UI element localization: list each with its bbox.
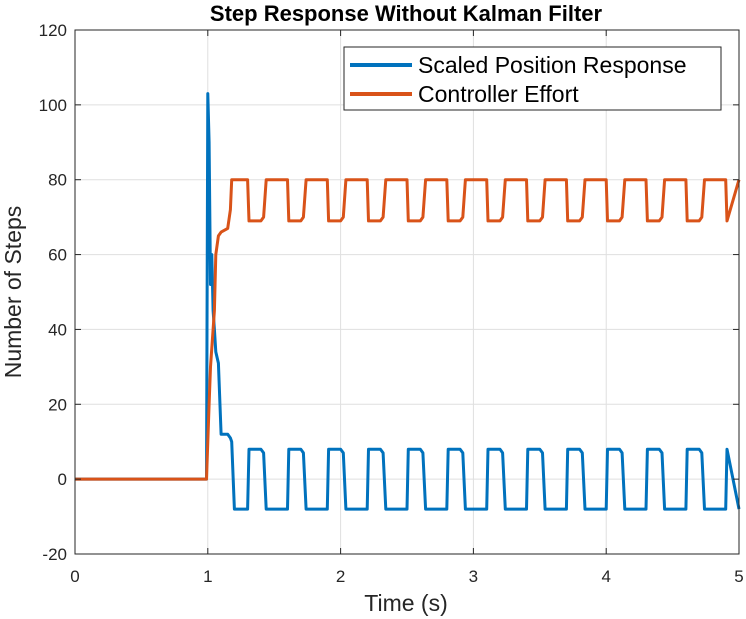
series-position-response-line xyxy=(75,92,741,511)
y-tick-label: 0 xyxy=(58,470,67,489)
y-tick-label: -20 xyxy=(42,545,67,564)
series-layer xyxy=(75,92,741,511)
series-controller-effort-line xyxy=(75,178,741,481)
y-tick-label: 120 xyxy=(39,21,67,40)
y-tick-label: 40 xyxy=(48,320,67,339)
y-axis-ticks: -20 0 20 40 60 80 100 120 xyxy=(39,21,739,564)
x-tick-label: 1 xyxy=(203,567,212,586)
x-tick-label: 4 xyxy=(601,567,610,586)
x-tick-label: 3 xyxy=(469,567,478,586)
y-axis-label: Number of Steps xyxy=(0,206,26,379)
x-axis-ticks: 0 1 2 3 4 5 xyxy=(70,30,744,586)
y-tick-label: 60 xyxy=(48,246,67,265)
x-axis-label: Time (s) xyxy=(364,590,447,616)
x-tick-label: 2 xyxy=(336,567,345,586)
legend-label-controller: Controller Effort xyxy=(418,81,579,107)
x-tick-label: 0 xyxy=(70,567,79,586)
legend-box xyxy=(343,46,722,111)
y-tick-label: 20 xyxy=(48,395,67,414)
legend: Scaled Position Response Controller Effo… xyxy=(343,46,722,111)
y-tick-label: 100 xyxy=(39,96,67,115)
legend-label-position: Scaled Position Response xyxy=(418,52,687,78)
y-tick-label: 80 xyxy=(48,171,67,190)
x-tick-label: 5 xyxy=(734,567,743,586)
chart-title: Step Response Without Kalman Filter xyxy=(210,1,603,26)
axes-frame xyxy=(74,29,740,555)
